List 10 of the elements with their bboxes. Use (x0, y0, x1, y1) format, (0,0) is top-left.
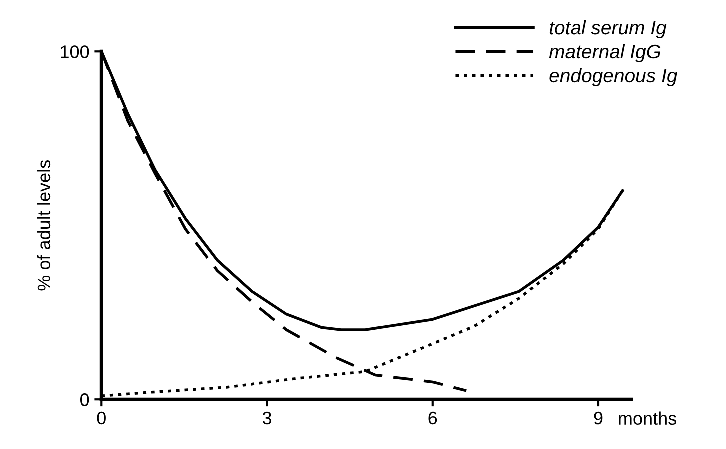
x-tick-label: 9 (594, 412, 603, 425)
x-axis-title: months (619, 412, 676, 426)
legend-label: total serum Ig (550, 20, 667, 39)
x-tick-label: 0 (97, 412, 106, 425)
x-tick-label: 6 (428, 412, 438, 425)
x-tick-label: 3 (262, 412, 272, 425)
y-tick-label: 100 (61, 46, 90, 58)
y-axis-title: % of adult levels (37, 160, 51, 291)
legend-label: maternal IgG (549, 44, 661, 63)
legend-label: endogenous Ig (550, 68, 678, 86)
